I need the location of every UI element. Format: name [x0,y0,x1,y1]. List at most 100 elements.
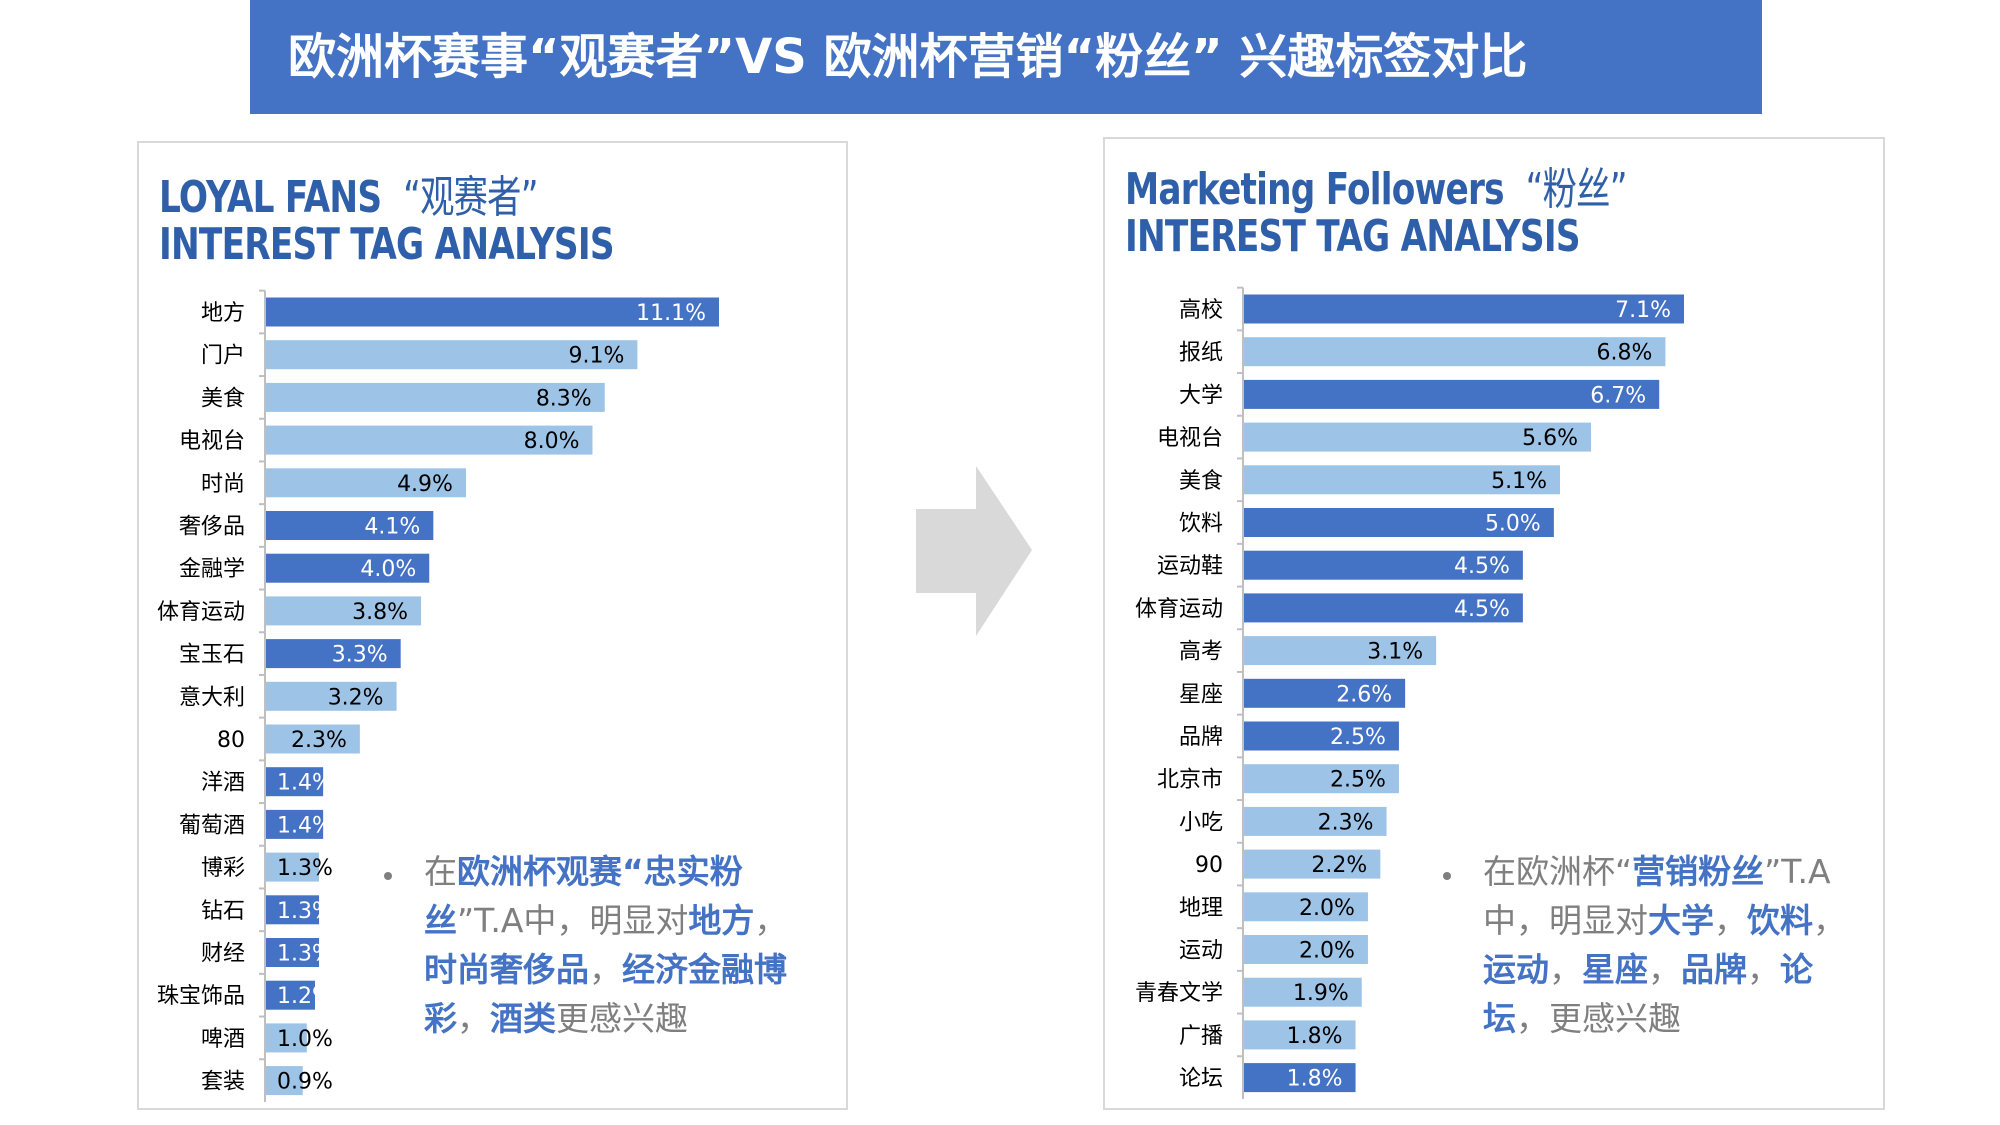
category-label: 地方 [201,301,245,326]
left-heading-sub: INTEREST TAG ANALYSIS [159,219,615,270]
bar [1244,678,1406,708]
category-label: 博彩 [201,856,245,881]
bar [1244,977,1362,1007]
note-segment: ， [1813,901,1846,940]
category-label: 地理 [1179,896,1223,921]
note-segment: 经济金融博彩 [424,950,787,1038]
bar [266,382,605,412]
loyal-fans-panel: LOYAL FANS “观赛者” INTEREST TAG ANALYSIS 地方… [137,141,848,1110]
data-label: 2.0% [1299,939,1355,964]
marketing-followers-panel: Marketing Followers “粉丝” INTEREST TAG ANA… [1103,137,1885,1110]
bar [1244,550,1523,580]
note-segment: 大学 [1648,901,1714,940]
bar [1244,849,1381,879]
data-label: 5.6% [1522,426,1578,451]
left-note-bullet [384,872,392,880]
loyal-fans-bar-chart: 地方 11.1% 门户 9.1% 美食 8.3% 电视台 8.0% 时尚 4.9% 奢侈品 4.1% 金… [157,289,719,1102]
bar [266,639,401,669]
note-segment: ， [754,901,788,940]
note-segment: 运动 [1483,950,1549,989]
category-label: 体育运动 [157,600,245,625]
page-title-banner: 欧洲杯赛事“观赛者”VS 欧洲杯营销“粉丝” 兴趣标签对比 [250,0,1762,114]
note-segment: ”T.A中，明显对 [457,901,689,940]
category-label: 小吃 [1179,810,1223,835]
data-label: 1.0% [277,1027,333,1052]
data-label: 4.9% [397,472,453,497]
note-segment: ， [589,950,622,989]
note-segment: ， [457,999,490,1038]
note-segment: 品牌 [1681,950,1747,989]
left-heading-cn: “观赛者” [403,172,538,223]
data-label: 4.5% [1454,554,1510,579]
data-label: 9.1% [568,344,624,369]
note-segment: 酒类 [490,999,556,1038]
note-segment: ， [1747,950,1780,989]
category-label: 体育运动 [1135,597,1223,622]
data-label: 6.8% [1597,341,1653,366]
right-note-text: 在欧洲杯“营销粉丝”T.A中，明显对大学，饮料，运动，星座，品牌，论坛，更感兴趣 [1483,847,1863,1043]
right-heading-sub: INTEREST TAG ANALYSIS [1125,211,1581,262]
note-segment: 饮料 [1747,901,1813,940]
category-label: 洋酒 [201,771,245,796]
marketing-followers-bar-chart: 高校 7.1% 报纸 6.8% 大学 6.7% 电视台 5.6% 美食 5.1% 饮料 5.0% 运动鞋… [1135,286,1684,1099]
category-label: 90 [1195,853,1223,878]
bar [266,681,397,711]
category-label: 电视台 [179,429,245,454]
note-segment: ， [1648,950,1681,989]
bar [1244,337,1666,367]
bar [1244,422,1592,452]
category-label: 美食 [201,386,245,411]
note-segment: 欧洲杯观赛“忠实粉丝 [424,852,743,940]
category-label: 报纸 [1179,341,1223,366]
data-label: 1.4% [277,771,333,796]
bar [1244,593,1523,623]
category-label: 80 [217,728,245,753]
data-label: 8.0% [524,429,580,454]
left-note-text: 在欧洲杯观赛“忠实粉丝”T.A中，明显对地方，时尚奢侈品，经济金融博彩，酒类更感… [424,847,794,1043]
data-label: 4.1% [364,515,420,540]
bar [266,767,324,797]
data-label: 3.2% [328,685,384,710]
category-label: 品牌 [1179,725,1223,750]
category-label: 运动鞋 [1157,554,1223,579]
bar [266,852,320,882]
bar [1244,508,1554,537]
data-label: 1.3% [277,899,333,924]
data-label: 1.9% [1293,981,1349,1006]
data-label: 11.1% [636,301,706,326]
data-label: 2.5% [1330,725,1386,750]
data-label: 6.7% [1590,383,1646,408]
bar [266,340,638,370]
right-arrow-icon [916,466,1032,636]
bar [1244,1020,1356,1050]
data-label: 3.8% [352,600,408,625]
bar [266,297,719,327]
note-segment: 在 [424,852,457,891]
category-label: 北京市 [1157,768,1223,793]
note-segment: 时尚奢侈品 [424,950,589,989]
category-label: 意大利 [179,685,245,710]
bar [266,511,434,540]
bar [266,468,466,498]
note-segment: 论坛 [1483,950,1813,1038]
left-heading-en: LOYAL FANS [159,172,382,223]
category-label: 葡萄酒 [179,813,245,838]
bar [266,1066,303,1096]
bar [266,425,593,455]
bar [1244,721,1399,751]
category-label: 运动 [1179,939,1223,964]
category-label: 美食 [1179,469,1223,494]
data-label: 1.3% [277,942,333,967]
bar [266,596,422,626]
data-label: 2.0% [1299,896,1355,921]
bar [1244,806,1387,836]
bar [1244,465,1561,495]
data-label: 2.6% [1336,682,1392,707]
category-label: 星座 [1179,682,1223,707]
right-heading-en: Marketing Followers [1125,164,1505,215]
bar [266,895,320,925]
category-label: 饮料 [1179,512,1223,537]
category-label: 高考 [1179,640,1223,665]
data-label: 5.1% [1491,469,1547,494]
bar [1244,294,1684,324]
